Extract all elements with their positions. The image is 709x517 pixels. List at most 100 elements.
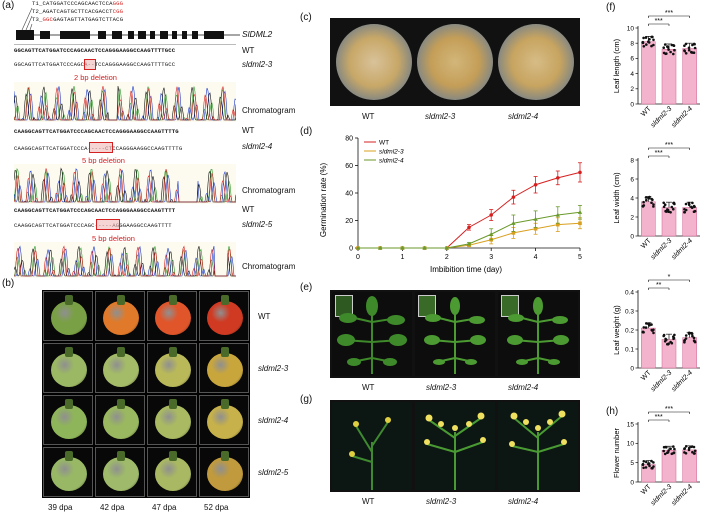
chromatogram-trace xyxy=(14,82,236,122)
data-point xyxy=(650,323,653,326)
y-tick-label: 60 xyxy=(345,163,353,170)
data-point xyxy=(673,447,676,451)
gene-structure xyxy=(16,7,240,40)
fruit-cell xyxy=(199,447,249,497)
data-point xyxy=(662,449,665,453)
data-point xyxy=(666,45,669,48)
data-point xyxy=(642,460,646,463)
data-point xyxy=(667,449,670,452)
wt-label: WT xyxy=(242,126,255,135)
mutant-sequence: CAAGGCAGTTCATGGATCCCAGC-----AGGGAAGGCCAA… xyxy=(14,222,172,229)
chart-legend: WT sldml2-3 sldml2-4 xyxy=(364,140,404,165)
panel-label-f: (f) xyxy=(606,2,616,13)
data-point xyxy=(683,44,686,47)
series-line xyxy=(358,171,581,249)
tomato-stem xyxy=(169,347,177,357)
data-point xyxy=(693,46,697,50)
tomato-stem xyxy=(117,399,125,409)
data-point xyxy=(690,332,694,335)
target-t2: T2_AGATCAGTGCTTCACGACCTCGG xyxy=(32,8,124,15)
data-point xyxy=(642,466,645,470)
data-point xyxy=(670,205,674,209)
x-tick-label: 5 xyxy=(578,254,582,261)
chromatogram-label: Chromatogram xyxy=(242,186,296,195)
tomato-stem xyxy=(65,399,73,409)
mutant-label: sldml2-3 xyxy=(242,60,273,69)
tomato-fruit xyxy=(207,301,243,335)
tomato-fruit xyxy=(155,405,191,439)
tomato-fruit xyxy=(51,457,87,491)
x-tick-label: WT xyxy=(640,369,653,382)
leaf-photo xyxy=(330,290,580,378)
y-tick-label: 20 xyxy=(345,218,353,225)
deletion-label: 5 bp deletion xyxy=(82,156,125,165)
data-point xyxy=(662,205,666,209)
y-tick-label: 10 xyxy=(627,441,635,448)
data-point xyxy=(683,49,686,52)
petri-dish xyxy=(498,24,574,100)
data-point xyxy=(650,197,653,201)
data-point xyxy=(511,195,516,199)
data-point xyxy=(650,201,653,204)
tomato-stem xyxy=(169,399,177,409)
petri-dish xyxy=(417,24,493,100)
data-point xyxy=(652,38,655,42)
tomato-fruit xyxy=(103,353,139,387)
data-point xyxy=(690,445,694,448)
dish-label: sldml2-4 xyxy=(508,112,539,121)
data-point xyxy=(684,445,688,448)
data-point xyxy=(691,334,694,338)
panel-label-c: (c) xyxy=(300,12,312,23)
data-point xyxy=(687,48,691,52)
data-point xyxy=(650,44,653,48)
data-point xyxy=(645,198,648,202)
x-tick-label: WT xyxy=(640,105,653,118)
data-point xyxy=(687,201,691,205)
bar xyxy=(682,449,697,483)
y-tick-label: 8 xyxy=(630,41,634,48)
tomato-fruit xyxy=(155,457,191,491)
data-point xyxy=(645,460,648,464)
y-tick-label: 0 xyxy=(630,233,634,240)
chromatogram-line xyxy=(14,86,236,121)
chromatogram-label: Chromatogram xyxy=(242,262,296,271)
fruit-col-label: 39 dpa xyxy=(48,503,73,512)
fruit-cell xyxy=(147,291,197,341)
tomato-fruit xyxy=(207,457,243,491)
x-tick-label: sldml2-4 xyxy=(670,237,694,261)
tomato-fruit xyxy=(155,353,191,387)
data-point xyxy=(666,451,669,454)
data-point xyxy=(650,35,653,39)
data-point xyxy=(466,241,472,246)
x-tick-label: 3 xyxy=(489,254,493,261)
data-point xyxy=(662,46,665,49)
mutant-label: sldml2-5 xyxy=(242,220,273,229)
data-point xyxy=(672,336,676,340)
fruit-row-label: sldml2-5 xyxy=(258,468,289,477)
data-point xyxy=(665,52,668,55)
chromatogram-line xyxy=(14,246,236,277)
y-axis-title: Leaf length (cm) xyxy=(612,38,621,93)
y-tick-label: 8 xyxy=(630,157,634,164)
wt-sequence: CAAGGCAGTTCATGGATCCCAGCAACTCCAGGGAAGGCCA… xyxy=(14,207,176,214)
wt-sequence: CAAGGCAGTTCATGGATCCCAGCAACTCCAGGGAAGGCCA… xyxy=(14,128,179,135)
chromatogram-line xyxy=(14,245,236,277)
fruit-cell xyxy=(43,447,93,497)
significance-label: *** xyxy=(655,150,663,157)
data-point xyxy=(683,339,686,343)
deletion-label: 5 bp deletion xyxy=(92,234,135,243)
data-point xyxy=(666,342,669,346)
fruit-cell xyxy=(95,395,145,445)
data-point xyxy=(687,332,691,335)
y-tick-label: 0.3 xyxy=(625,308,634,315)
significance-label: *** xyxy=(655,414,663,421)
data-point xyxy=(665,338,668,341)
data-point xyxy=(684,334,688,337)
bar xyxy=(641,201,656,237)
data-point xyxy=(556,222,560,227)
wt-label: WT xyxy=(242,205,255,214)
significance-label: *** xyxy=(665,406,673,413)
data-point xyxy=(511,231,516,235)
y-tick-label: 0.4 xyxy=(625,289,634,296)
